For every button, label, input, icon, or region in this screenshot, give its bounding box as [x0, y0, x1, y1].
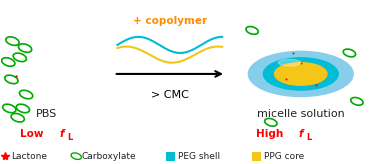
- Text: + copolymer: + copolymer: [133, 16, 207, 26]
- Circle shape: [264, 58, 338, 90]
- Text: PPG core: PPG core: [264, 152, 304, 161]
- Text: PBS: PBS: [36, 109, 57, 119]
- Text: f: f: [60, 129, 64, 139]
- Text: PEG shell: PEG shell: [178, 152, 220, 161]
- Text: > CMC: > CMC: [151, 90, 189, 100]
- Text: Lactone: Lactone: [11, 152, 47, 161]
- Text: Carboxylate: Carboxylate: [82, 152, 136, 161]
- Circle shape: [274, 63, 327, 85]
- FancyBboxPatch shape: [166, 152, 175, 161]
- Text: f: f: [299, 129, 303, 139]
- FancyBboxPatch shape: [252, 152, 262, 161]
- Circle shape: [248, 51, 353, 96]
- Text: L: L: [307, 133, 312, 142]
- Text: High: High: [256, 129, 287, 139]
- Text: micelle solution: micelle solution: [257, 109, 345, 119]
- Text: L: L: [67, 133, 72, 142]
- Text: Low: Low: [20, 129, 47, 139]
- Ellipse shape: [278, 59, 301, 66]
